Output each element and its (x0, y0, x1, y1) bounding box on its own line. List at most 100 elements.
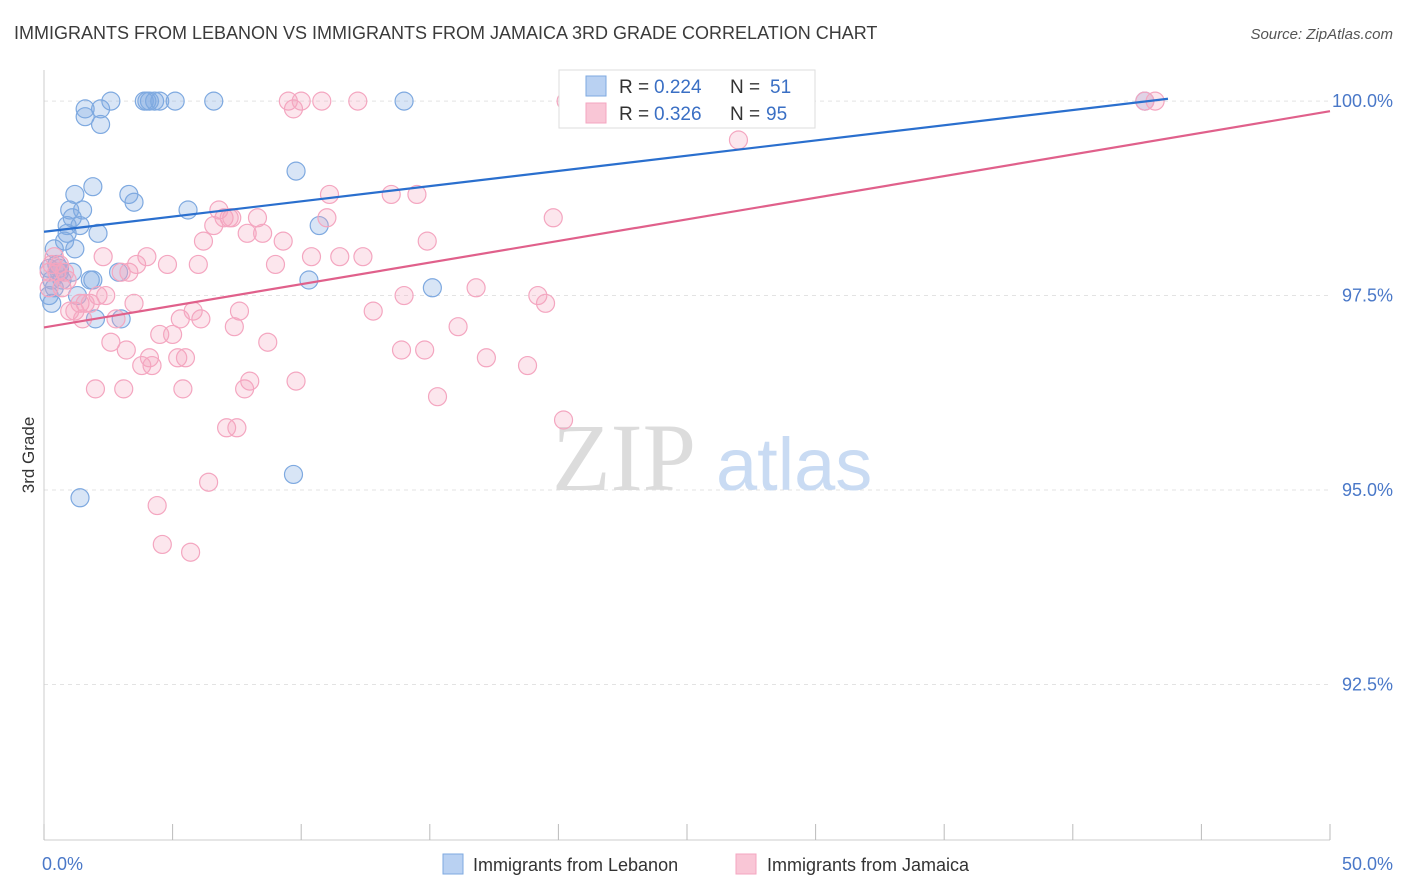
bottom-legend-label-jamaica: Immigrants from Jamaica (767, 855, 970, 875)
point-jamaica (417, 231, 437, 251)
point-jamaica (47, 262, 67, 282)
point-lebanon (42, 293, 62, 313)
point-jamaica (199, 472, 219, 492)
point-jamaica (517, 355, 538, 376)
x-tick-label: 0.0% (42, 854, 83, 874)
point-lebanon (83, 177, 103, 197)
legend-r-value-jamaica: 0.326 (654, 104, 702, 125)
chart-title: IMMIGRANTS FROM LEBANON VS IMMIGRANTS FR… (14, 23, 877, 43)
point-jamaica (407, 184, 427, 205)
point-jamaica (106, 309, 126, 329)
point-jamaica (348, 91, 368, 111)
point-jamaica (258, 332, 278, 352)
point-jamaica (553, 410, 574, 430)
point-jamaica (291, 91, 311, 111)
point-lebanon (299, 270, 319, 290)
point-jamaica (85, 379, 106, 399)
y-tick-label: 97.5% (1342, 286, 1393, 306)
point-jamaica (265, 254, 286, 275)
point-jamaica (476, 348, 496, 368)
point-lebanon (283, 464, 304, 485)
point-jamaica (415, 340, 435, 360)
legend-r-label-lebanon: R = (619, 77, 649, 98)
point-jamaica (96, 285, 116, 306)
point-lebanon (44, 239, 64, 259)
point-jamaica (137, 247, 157, 267)
point-jamaica (353, 247, 373, 267)
point-lebanon (204, 91, 224, 111)
point-jamaica (119, 262, 139, 282)
point-jamaica (214, 208, 234, 228)
point-jamaica (394, 285, 414, 306)
bottom-legend-label-lebanon: Immigrants from Lebanon (473, 855, 678, 875)
watermark-atlas: atlas (716, 423, 872, 506)
point-lebanon (83, 270, 103, 290)
point-jamaica (147, 495, 167, 516)
point-jamaica (448, 317, 468, 337)
point-lebanon (165, 91, 185, 111)
y-axis-label: 3rd Grade (19, 417, 38, 494)
point-jamaica (193, 231, 214, 251)
point-lebanon (422, 278, 442, 298)
point-jamaica (301, 247, 322, 267)
point-jamaica (204, 215, 224, 236)
point-jamaica (181, 542, 201, 562)
point-jamaica (728, 130, 749, 150)
point-jamaica (427, 387, 448, 407)
point-jamaica (124, 293, 144, 313)
point-jamaica (191, 309, 211, 329)
point-jamaica (283, 99, 304, 119)
bottom-legend-swatch-lebanon (442, 853, 464, 875)
point-lebanon (90, 114, 111, 135)
point-jamaica (114, 379, 134, 399)
watermark-zip: ZIP (552, 404, 696, 511)
legend-r-value-lebanon: 0.224 (654, 77, 702, 98)
trend-layer (43, 97, 1331, 329)
point-jamaica (247, 208, 268, 228)
point-jamaica (168, 348, 188, 368)
point-jamaica (88, 285, 108, 306)
point-lebanon (72, 200, 93, 220)
point-jamaica (57, 270, 77, 290)
point-jamaica (217, 418, 237, 438)
watermark: ZIP atlas (552, 404, 872, 511)
y-tick-labels: 100.0% 97.5% 95.0% 92.5% (1332, 91, 1393, 694)
point-jamaica (163, 324, 183, 345)
point-lebanon (70, 488, 90, 508)
point-jamaica (543, 208, 563, 228)
y-tick-label: 95.0% (1342, 480, 1393, 500)
legend-swatch-lebanon (585, 75, 607, 97)
point-jamaica (237, 223, 257, 243)
point-jamaica (80, 293, 100, 313)
point-jamaica (363, 301, 383, 321)
point-jamaica (253, 223, 273, 243)
point-lebanon (101, 91, 121, 111)
point-lebanon (139, 91, 160, 111)
y-tick-label: 92.5% (1342, 674, 1393, 694)
point-lebanon (54, 231, 75, 251)
trend-line-lebanon (43, 97, 1169, 233)
point-jamaica (142, 355, 162, 376)
point-lebanon (309, 215, 329, 236)
legend-r-label-jamaica: R = (619, 104, 649, 125)
bottom-legend: Immigrants from Lebanon Immigrants from … (442, 853, 970, 875)
point-lebanon (144, 91, 165, 111)
point-jamaica (139, 348, 160, 368)
point-jamaica (152, 534, 172, 555)
chart-source: Source: ZipAtlas.com (1250, 26, 1393, 43)
legend-n-value-lebanon: 51 (770, 77, 791, 98)
point-jamaica (175, 348, 196, 368)
point-jamaica (528, 285, 548, 306)
point-lebanon (90, 99, 111, 119)
point-jamaica (240, 371, 260, 391)
point-jamaica (54, 262, 75, 282)
point-lebanon (70, 215, 90, 236)
point-lebanon (65, 239, 85, 259)
point-jamaica (286, 371, 306, 391)
point-jamaica (116, 340, 136, 360)
point-lebanon (75, 107, 95, 127)
point-jamaica (535, 293, 556, 313)
point-jamaica (188, 254, 208, 275)
point-lebanon (394, 91, 414, 111)
